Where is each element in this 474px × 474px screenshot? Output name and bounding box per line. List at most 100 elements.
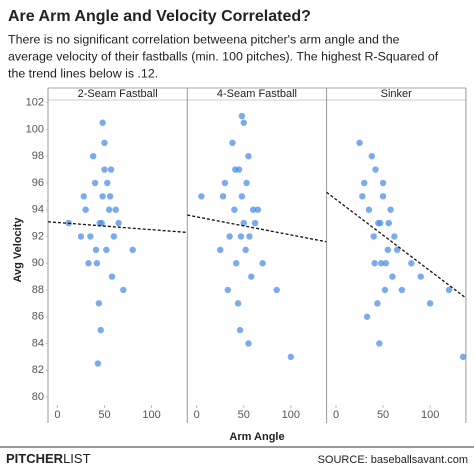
point xyxy=(381,286,389,294)
point xyxy=(198,193,205,200)
chart-title: Are Arm Angle and Velocity Correlated? xyxy=(8,8,311,25)
x-tick-label: 50 xyxy=(238,409,250,421)
x-tick-label: 50 xyxy=(377,409,389,421)
point xyxy=(217,246,224,254)
point xyxy=(245,152,252,160)
point xyxy=(408,260,415,267)
y-tick-label: 92 xyxy=(32,230,44,242)
point xyxy=(391,233,398,240)
point xyxy=(101,139,108,147)
point xyxy=(103,246,110,254)
subtitle-line: the trend lines below is .12. xyxy=(8,66,158,80)
y-tick-label: 84 xyxy=(32,337,44,349)
point xyxy=(372,166,379,173)
point xyxy=(389,273,396,280)
x-tick-label: 0 xyxy=(54,409,60,421)
point xyxy=(120,286,127,294)
y-tick-label: 98 xyxy=(32,150,44,162)
point xyxy=(105,206,113,213)
point xyxy=(108,273,116,280)
point xyxy=(233,260,240,267)
trend-line xyxy=(326,191,467,299)
point xyxy=(112,206,119,213)
trend-line xyxy=(187,214,327,243)
x-tick-label: 100 xyxy=(142,409,160,421)
subtitle-line: There is no significant correlation betw… xyxy=(8,32,400,46)
point xyxy=(238,112,246,120)
point xyxy=(245,340,252,347)
point xyxy=(426,300,434,307)
panel-title: Sinker xyxy=(381,88,413,100)
point xyxy=(115,219,122,227)
point xyxy=(229,139,236,147)
point xyxy=(98,219,105,227)
point xyxy=(377,219,384,227)
point xyxy=(91,179,99,187)
point xyxy=(379,179,387,187)
point xyxy=(385,219,392,227)
panel-title: 4-Seam Fastball xyxy=(217,88,297,100)
point xyxy=(238,193,246,200)
y-tick-label: 80 xyxy=(32,391,44,403)
x-tick-label: 100 xyxy=(282,409,300,421)
point xyxy=(254,206,262,213)
point xyxy=(221,179,229,187)
point xyxy=(243,179,250,187)
point xyxy=(99,193,106,200)
point xyxy=(384,246,391,254)
point xyxy=(129,246,136,254)
point xyxy=(445,286,453,294)
point xyxy=(232,166,239,173)
x-tick-label: 0 xyxy=(333,409,339,421)
panel-title: 2-Seam Fastball xyxy=(78,88,158,100)
point xyxy=(87,233,94,240)
point xyxy=(95,300,103,307)
brand: PITCHERLIST xyxy=(6,451,91,466)
point xyxy=(236,326,244,334)
x-tick-label: 100 xyxy=(421,409,439,421)
point xyxy=(376,340,383,347)
point xyxy=(365,206,373,213)
point xyxy=(85,260,92,267)
point xyxy=(110,233,118,240)
y-tick-label: 102 xyxy=(26,97,44,109)
point xyxy=(234,300,242,307)
point xyxy=(374,300,381,307)
point xyxy=(361,179,368,187)
y-axis-label: Avg Velocity xyxy=(12,217,24,283)
brand-bold: PITCHER xyxy=(6,451,64,466)
x-tick-label: 50 xyxy=(98,409,110,421)
point xyxy=(219,193,227,200)
y-tick-label: 90 xyxy=(32,257,44,269)
point xyxy=(80,193,87,200)
point xyxy=(370,233,377,240)
point xyxy=(356,139,363,147)
point xyxy=(101,166,108,173)
point xyxy=(106,193,114,200)
point xyxy=(92,246,100,254)
point xyxy=(251,219,259,227)
subtitle-line: average velocity of their fastballs (min… xyxy=(8,49,439,63)
point xyxy=(287,353,295,361)
y-tick-label: 96 xyxy=(32,177,44,189)
point xyxy=(248,273,255,280)
point xyxy=(237,233,245,240)
point xyxy=(246,233,253,240)
y-tick-label: 86 xyxy=(32,311,44,323)
point xyxy=(89,152,97,160)
point xyxy=(382,260,390,267)
point xyxy=(93,260,101,267)
point xyxy=(417,273,424,280)
point xyxy=(377,260,385,267)
point xyxy=(226,233,233,240)
point xyxy=(273,286,280,294)
point xyxy=(99,119,106,126)
point xyxy=(240,119,247,126)
point xyxy=(97,326,104,334)
point xyxy=(398,286,406,294)
point xyxy=(387,206,394,213)
point xyxy=(231,206,238,213)
point xyxy=(104,179,111,187)
source: SOURCE: baseballsavant.com xyxy=(318,454,468,466)
point xyxy=(393,246,401,254)
